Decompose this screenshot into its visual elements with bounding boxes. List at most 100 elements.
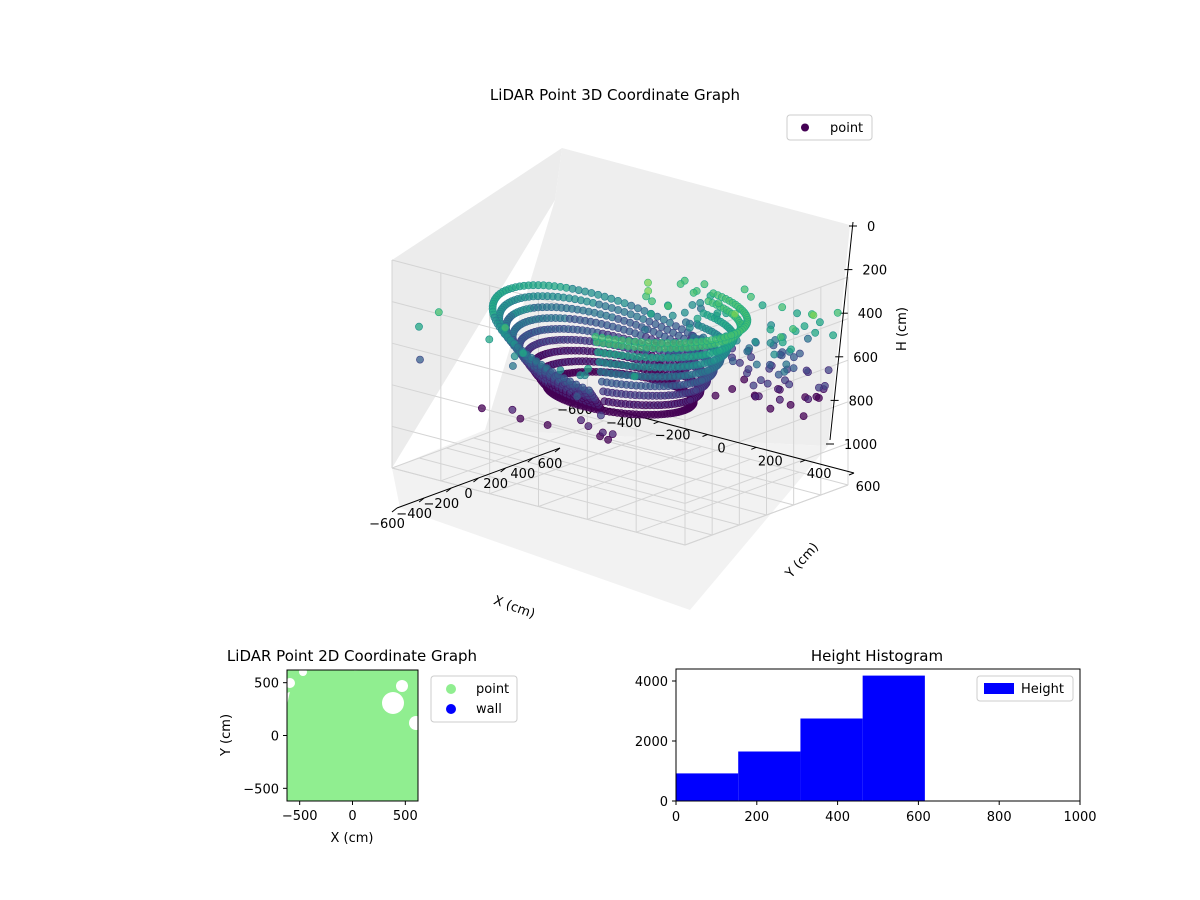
point-3d	[634, 304, 642, 313]
y-tick-label-2d: −500	[243, 782, 279, 797]
point-3d	[584, 422, 593, 430]
point-3d	[581, 287, 589, 296]
point-3d	[714, 299, 723, 308]
point-3d	[682, 318, 690, 327]
point-3d	[770, 350, 779, 359]
point-3d	[824, 366, 833, 374]
plot-frame-hist	[675, 668, 1081, 802]
point-3d	[666, 318, 674, 327]
grid-line-floor-y	[635, 471, 800, 533]
point-3d	[573, 392, 581, 401]
point-3d	[577, 416, 585, 425]
point-3d	[659, 315, 668, 324]
x-axis-label-3d: X (cm)	[491, 593, 537, 622]
point-3d	[519, 349, 527, 357]
point-3d	[789, 364, 798, 372]
point-3d	[543, 421, 552, 429]
point-3d	[509, 362, 517, 370]
point-3d	[627, 301, 636, 310]
plot-2d: LiDAR Point 2D Coordinate Graph −500−500…	[219, 647, 518, 846]
ticks-2d: −500−500 0 0 500 500	[243, 677, 417, 824]
grid-line-back-h	[684, 484, 849, 546]
x-tick-label-3d: 600	[538, 457, 563, 472]
x-tick	[554, 447, 561, 453]
pane-back-left	[392, 148, 562, 468]
point-3d	[572, 380, 581, 389]
point-3d	[598, 428, 607, 437]
point-3d	[501, 323, 509, 332]
point-3d	[680, 308, 689, 317]
point-3d	[631, 337, 640, 346]
plot-3d: LiDAR Point 3D Coordinate Graph −600−400…	[369, 86, 910, 622]
point-3d	[574, 286, 583, 294]
point-3d	[815, 383, 823, 392]
point-3d	[789, 325, 797, 333]
point-3d	[597, 411, 605, 420]
point-3d	[715, 346, 724, 355]
grid-line-left-h	[391, 425, 686, 504]
point-3d	[782, 360, 791, 369]
z-axis-line	[829, 221, 854, 441]
point-3d	[747, 353, 755, 361]
point-3d	[704, 366, 712, 375]
point-3d	[749, 381, 758, 390]
points-3d	[415, 276, 842, 444]
point-3d	[711, 391, 720, 400]
point-3d	[766, 360, 774, 369]
point-3d	[763, 379, 772, 388]
point-3d	[510, 352, 519, 361]
point-3d	[676, 280, 685, 288]
point-3d	[775, 395, 784, 404]
point-3d	[796, 349, 804, 358]
y-tick-label-3d: −400	[606, 416, 642, 431]
point-3d	[804, 395, 813, 403]
point-3d	[618, 336, 626, 345]
x-tick-label-2d: −500	[282, 809, 318, 824]
z-tick-label-3d: 800	[849, 394, 874, 409]
point-3d	[604, 435, 612, 444]
point-3d	[776, 333, 785, 341]
point-3d	[477, 404, 486, 413]
point-3d	[804, 334, 812, 343]
x-tick	[527, 457, 534, 463]
grid-line-left-h	[391, 384, 686, 463]
x-tick-label-hist: 800	[987, 810, 1012, 825]
x-tick-label-3d: 0	[464, 487, 472, 502]
pane-floor	[392, 430, 828, 610]
point-3d	[785, 380, 794, 389]
point-3d	[751, 337, 760, 346]
point-3d	[730, 310, 739, 318]
point-3d	[787, 345, 795, 354]
x-axis-label-2d: X (cm)	[331, 831, 374, 846]
z-axis-label-3d: H (cm)	[895, 307, 910, 351]
histogram-bar	[800, 718, 863, 801]
y-axis-label-3d: Y (cm)	[782, 540, 822, 582]
point-3d	[816, 318, 824, 327]
x-tick-label-2d: 0	[348, 809, 356, 824]
point-3d	[774, 385, 782, 393]
grid-line-left-h	[391, 467, 686, 546]
point-3d	[786, 400, 795, 409]
point-3d	[700, 280, 709, 289]
point-3d	[600, 292, 609, 301]
point-3d	[653, 312, 662, 321]
point-3d	[584, 364, 592, 373]
z-tick-label-3d: 200	[862, 264, 887, 279]
point-3d	[644, 287, 653, 295]
point-3d	[415, 322, 423, 331]
point-3d	[809, 311, 818, 319]
point-3d	[591, 332, 600, 341]
scatter-2d-points	[287, 670, 418, 801]
y-tick-label-3d: 0	[717, 442, 725, 457]
legend-label-wall: wall	[476, 702, 502, 717]
point-3d	[713, 309, 722, 318]
z-tick-label-3d: 400	[858, 307, 883, 322]
point-3d	[624, 337, 633, 345]
point-3d	[647, 309, 655, 318]
x-tick-label-hist: 1000	[1063, 810, 1096, 825]
point-3d	[640, 307, 649, 315]
point-3d	[766, 325, 775, 334]
legend-label-height: Height	[1021, 682, 1064, 697]
point-3d	[578, 383, 587, 392]
y-tick-label-3d: 200	[758, 454, 783, 469]
